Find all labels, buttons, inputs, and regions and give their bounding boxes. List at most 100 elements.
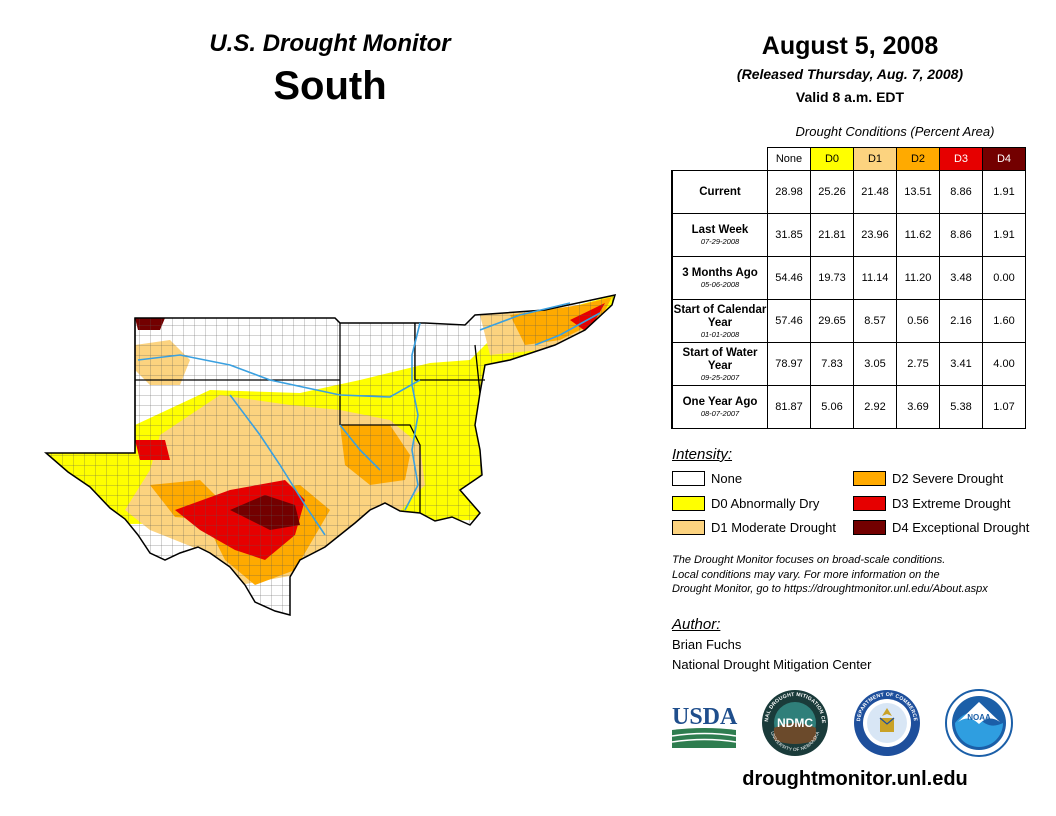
legend-swatch-d4 [853,520,886,535]
table-cell: 19.73 [810,256,854,300]
usda-logo: USDA [671,704,738,748]
table-row-last-week: Last Week 07-29-2008 31.85 21.81 23.96 11… [671,213,1026,257]
legend-label: D1 Moderate Drought [711,520,837,535]
table-cell: 25.26 [810,170,854,214]
row-label: Start of Calendar Year 01-01-2008 [671,299,768,343]
header-corner [672,148,768,171]
col-header-d3: D3 [939,147,983,171]
table-cell: 1.07 [982,385,1026,429]
table-cell: 5.06 [810,385,854,429]
col-header-d4: D4 [982,147,1026,171]
row-label-text: One Year Ago [682,396,758,408]
table-cell: 29.65 [810,299,854,343]
table-cell: 28.98 [767,170,811,214]
row-label: Start of Water Year 09-25-2007 [671,342,768,386]
row-date: 05-06-2008 [700,280,740,289]
note-line: Local conditions may vary. For more info… [672,568,940,581]
author-name: Brian Fuchs [672,637,742,652]
table-row-one-year-ago: One Year Ago 08-07-2007 81.87 5.06 2.92 3… [671,385,1026,429]
col-header-d0: D0 [810,147,854,171]
legend-item-d4: D4 Exceptional Drought [853,520,1029,535]
region-title: South [273,64,387,108]
table-caption: Drought Conditions (Percent Area) [795,124,995,139]
commerce-logo: DEPARTMENT OF COMMERCE [854,690,920,756]
table-cell: 11.62 [896,213,940,257]
table-row-start-calendar-year: Start of Calendar Year 01-01-2008 57.46 2… [671,299,1026,343]
table-row-3-months-ago: 3 Months Ago 05-06-2008 54.46 19.73 11.14… [671,256,1026,300]
table-cell: 81.87 [767,385,811,429]
table-cell: 57.46 [767,299,811,343]
drought-stats-table: None D0 D1 D2 D3 D4 Current 28.98 25.26 … [671,147,1026,429]
row-label-text: 3 Months Ago [682,267,758,279]
table-cell: 2.92 [853,385,897,429]
table-cell: 8.86 [939,170,983,214]
table-cell: 13.51 [896,170,940,214]
col-header-none: None [767,147,811,171]
legend-label: D4 Exceptional Drought [892,520,1030,535]
map-title: U.S. Drought Monitor [209,30,451,57]
table-row-start-water-year: Start of Water Year 09-25-2007 78.97 7.83… [671,342,1026,386]
ndmc-logo: NATIONAL DROUGHT MITIGATION CENTER UNIVE… [760,688,828,756]
table-cell: 7.83 [810,342,854,386]
table-cell: 4.00 [982,342,1026,386]
legend-swatch-d2 [853,471,886,486]
table-header-row: None D0 D1 D2 D3 D4 [672,147,1026,171]
ndmc-logo-text: NDMC [777,716,813,730]
table-cell: 11.14 [853,256,897,300]
table-cell: 8.86 [939,213,983,257]
col-header-d2: D2 [896,147,940,171]
legend-item-d3: D3 Extreme Drought [853,496,1011,511]
note-line: The Drought Monitor focuses on broad-sca… [672,554,946,566]
website-url[interactable]: droughtmonitor.unl.edu [742,768,968,790]
author-org: National Drought Mitigation Center [672,657,872,672]
row-label-text: Start of Water Year [682,346,758,372]
row-label-text: Last Week [691,224,749,236]
table-cell: 11.20 [896,256,940,300]
row-label-text: Current [699,185,741,198]
col-header-d1: D1 [853,147,897,171]
table-cell: 2.75 [896,342,940,386]
table-cell: 2.16 [939,299,983,343]
note-link-line[interactable]: Drought Monitor, go to https://droughtmo… [672,583,988,595]
table-cell: 1.91 [982,170,1026,214]
legend-label: D3 Extreme Drought [892,496,1011,511]
legend-swatch-none [672,471,705,486]
drought-map [43,294,617,616]
row-label: Last Week 07-29-2008 [671,213,768,257]
table-row-current: Current 28.98 25.26 21.48 13.51 8.86 1.9… [671,170,1026,214]
release-date: (Released Thursday, Aug. 7, 2008) [736,66,964,82]
map-date: August 5, 2008 [761,32,939,60]
legend-item-d1: D1 Moderate Drought [672,520,836,535]
row-label: One Year Ago 08-07-2007 [671,385,768,429]
legend-label: None [711,471,743,486]
legend-swatch-d0 [672,496,705,511]
legend-swatch-d3 [853,496,886,511]
legend-title: Intensity: [672,446,733,463]
legend-label: D0 Abnormally Dry [711,496,820,511]
table-cell: 1.91 [982,213,1026,257]
row-date: 01-01-2008 [700,329,740,339]
valid-time: Valid 8 a.m. EDT [795,89,905,105]
table-cell: 23.96 [853,213,897,257]
table-cell: 0.56 [896,299,940,343]
legend-swatch-d1 [672,520,705,535]
noaa-logo-text: NOAA [967,713,991,722]
table-cell: 31.85 [767,213,811,257]
legend-item-d0: D0 Abnormally Dry [672,496,819,511]
legend-item-none: None [672,471,742,486]
row-label-text: Start of Calendar Year [673,303,767,329]
table-cell: 54.46 [767,256,811,300]
row-date: 07-29-2008 [700,237,740,246]
table-cell: 3.69 [896,385,940,429]
table-cell: 1.60 [982,299,1026,343]
noaa-logo: NOAA [945,689,1013,757]
table-cell: 0.00 [982,256,1026,300]
row-label: Current [671,170,768,214]
row-date: 09-25-2007 [700,372,740,382]
table-cell: 8.57 [853,299,897,343]
legend-label: D2 Severe Drought [892,471,1004,486]
row-label: 3 Months Ago 05-06-2008 [671,256,768,300]
table-cell: 5.38 [939,385,983,429]
table-cell: 3.48 [939,256,983,300]
table-cell: 3.05 [853,342,897,386]
